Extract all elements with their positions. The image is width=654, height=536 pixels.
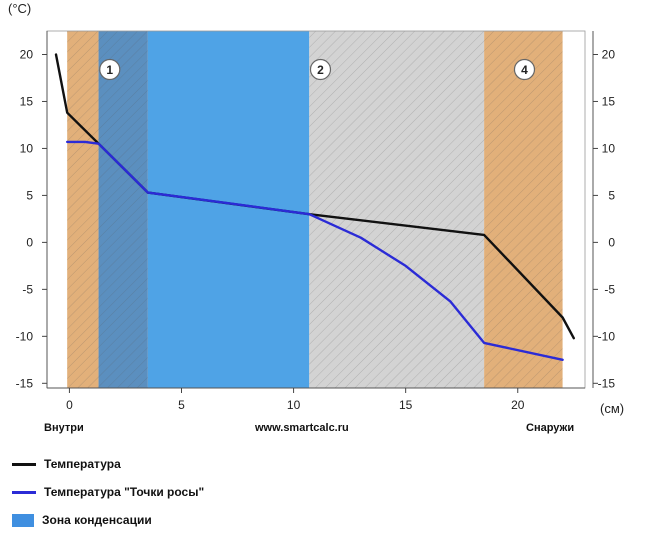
y-tick-label-left: 5 bbox=[26, 188, 33, 202]
y-tick-label-right: -10 bbox=[598, 329, 616, 343]
x-tick-label: 5 bbox=[178, 398, 185, 412]
legend-item-dew-point: Температура "Точки росы" bbox=[12, 478, 204, 506]
y-tick-label-right: 5 bbox=[608, 188, 615, 202]
y-tick-label-right: 0 bbox=[608, 235, 615, 249]
x-tick-label: 20 bbox=[511, 398, 525, 412]
layer-markers: 1 2 4 bbox=[99, 58, 536, 81]
legend-item-temperature: Температура bbox=[12, 450, 204, 478]
layer-marker-label: 1 bbox=[106, 63, 113, 77]
y-tick-label-right: -5 bbox=[604, 282, 615, 296]
layer-marker-circle bbox=[309, 58, 332, 81]
axes: 20 20 15 15 10 10 5 5 0 0 -5 -5 -10 -10 -15 -15 0 5 10 15 20 bbox=[16, 30, 616, 412]
layer-marker-label: 2 bbox=[317, 63, 324, 77]
y-tick-label-left: -15 bbox=[16, 376, 34, 390]
series-line-dew-point bbox=[65, 140, 564, 361]
series-lines bbox=[54, 53, 575, 361]
layer-marker-circle bbox=[513, 58, 536, 81]
layer-marker-label: 4 bbox=[521, 63, 528, 77]
layer-bands bbox=[67, 31, 563, 388]
y-tick-label-left: 20 bbox=[20, 47, 34, 61]
layer-marker-circle bbox=[99, 58, 121, 81]
y-tick-label-left: -10 bbox=[16, 329, 34, 343]
legend-label-dew-point: Температура "Точки росы" bbox=[44, 485, 205, 499]
x-axis-unit-label: (см) bbox=[600, 401, 624, 416]
x-tick-label: 15 bbox=[399, 398, 413, 412]
y-tick-label-right: 20 bbox=[602, 47, 616, 61]
y-tick-label-left: 0 bbox=[26, 235, 33, 249]
legend-swatch-temperature bbox=[12, 462, 36, 466]
y-tick-label-right: -15 bbox=[598, 376, 616, 390]
layer-hatch-1 bbox=[67, 31, 99, 388]
legend-label-condensation-zone: Зона конденсации bbox=[42, 513, 152, 527]
y-tick-label-left: 10 bbox=[20, 141, 34, 155]
layer-hatch-5 bbox=[484, 31, 563, 388]
y-tick-label-left: -5 bbox=[22, 282, 33, 296]
x-tick-label: 0 bbox=[66, 398, 73, 412]
x-tick-label: 10 bbox=[287, 398, 301, 412]
y-tick-label-left: 15 bbox=[20, 94, 34, 108]
legend-label-temperature: Температура bbox=[44, 457, 121, 471]
y-axis-label: (°C) bbox=[8, 1, 31, 16]
website-label: www.smartcalc.ru bbox=[254, 422, 349, 434]
layer-hatch-4 bbox=[309, 31, 485, 388]
y-tick-label-right: 10 bbox=[602, 141, 616, 155]
y-tick-label-right: 15 bbox=[602, 94, 616, 108]
legend-swatch-dew-point bbox=[12, 490, 36, 494]
inside-label: Внутри bbox=[44, 422, 84, 434]
layer-band-3 bbox=[147, 31, 310, 388]
layer-hatch-2 bbox=[98, 31, 148, 388]
outside-label: Снаружи bbox=[526, 422, 574, 434]
legend-swatch-condensation-zone bbox=[12, 513, 34, 527]
legend-item-condensation-zone: Зона конденсации bbox=[12, 506, 204, 534]
legend: Температура Температура "Точки росы" Зон… bbox=[12, 450, 204, 534]
